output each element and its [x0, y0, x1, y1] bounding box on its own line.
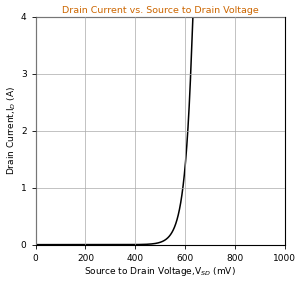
X-axis label: Source to Drain Voltage,V$_{SD}$ (mV): Source to Drain Voltage,V$_{SD}$ (mV) — [84, 266, 236, 278]
Y-axis label: Drain Current,I$_D$ (A): Drain Current,I$_D$ (A) — [5, 86, 18, 175]
Title: Drain Current vs. Source to Drain Voltage: Drain Current vs. Source to Drain Voltag… — [62, 6, 259, 14]
